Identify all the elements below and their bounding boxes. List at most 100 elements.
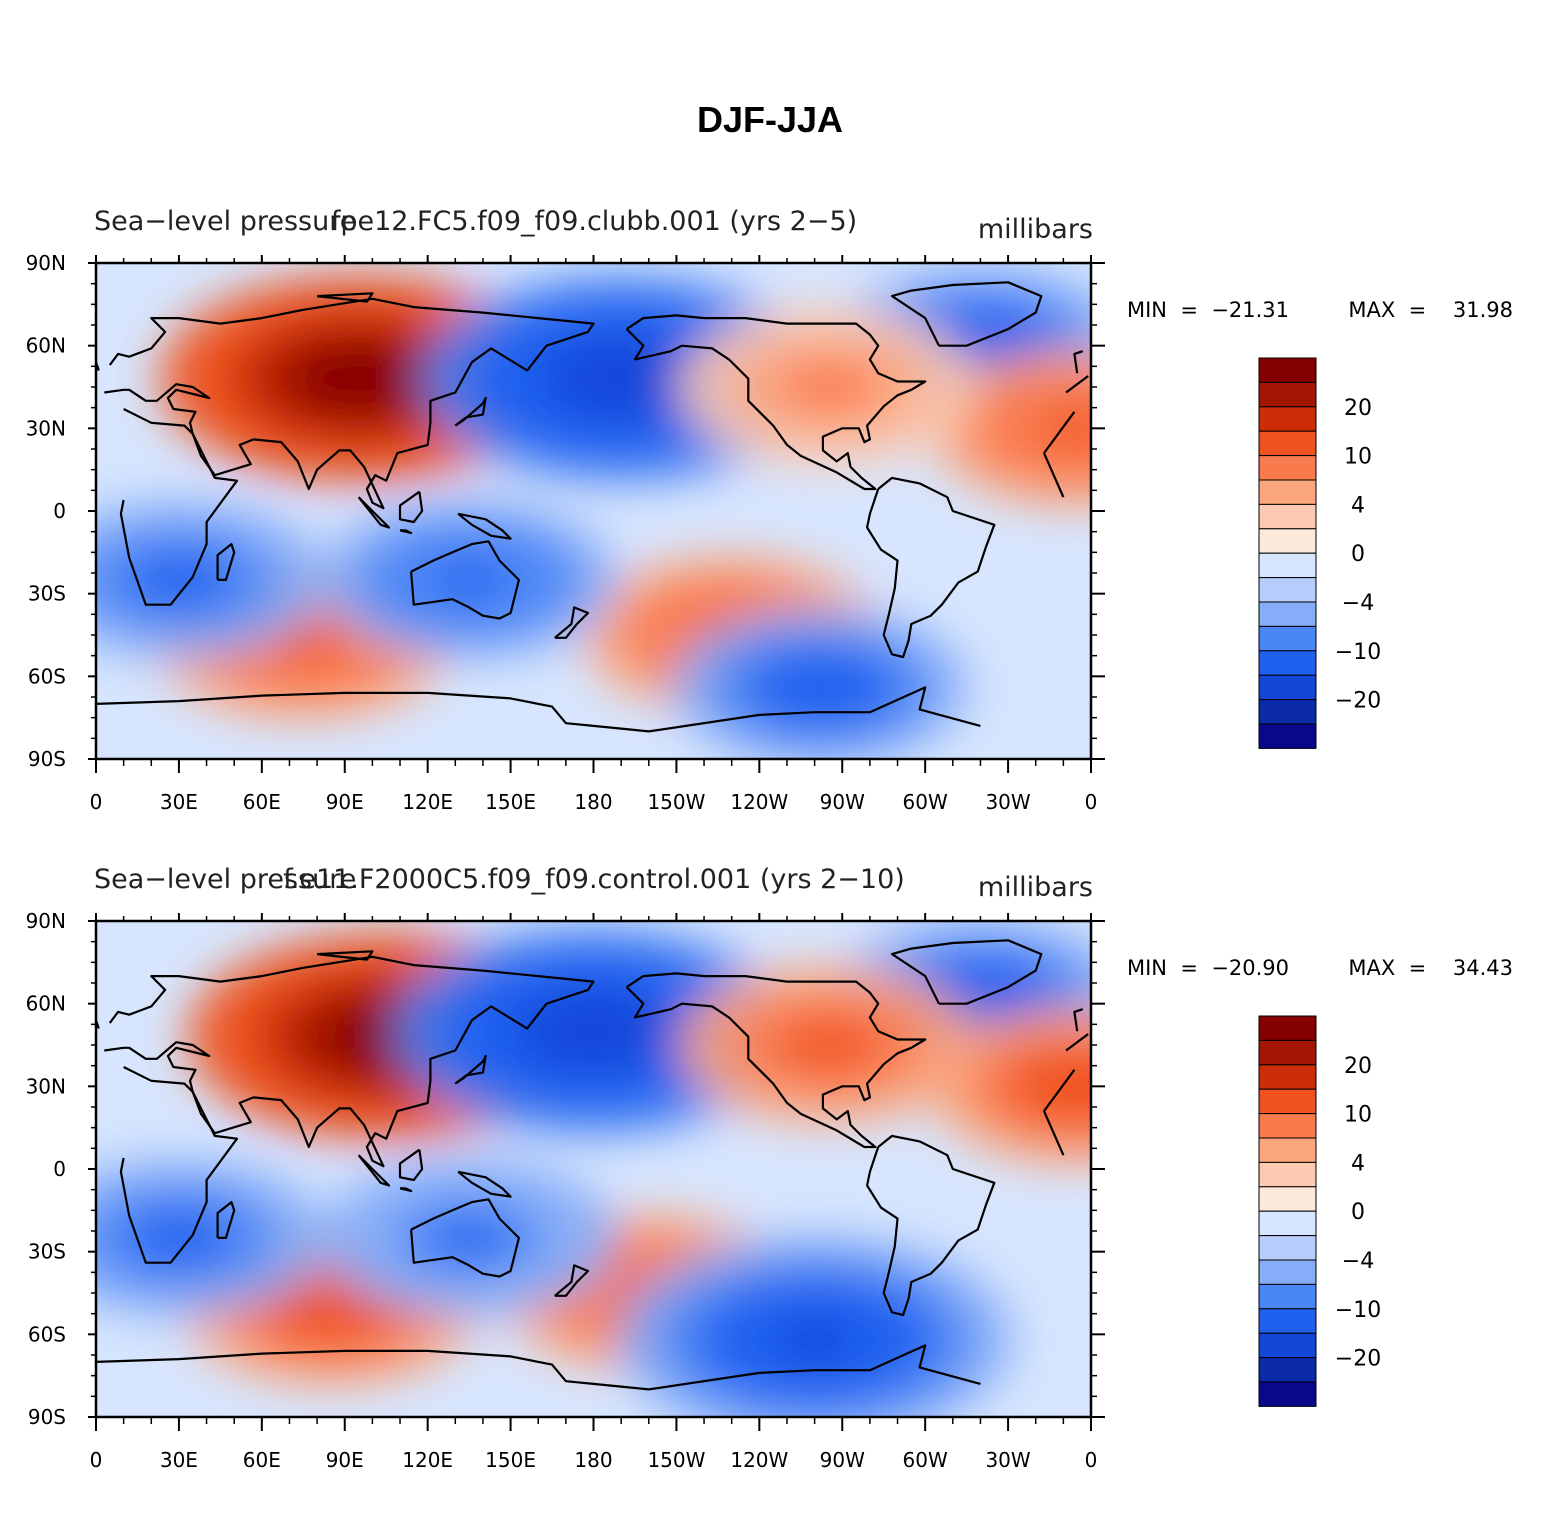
- lon-tick-label: 120W: [730, 1448, 788, 1472]
- coastline-15: [316, 292, 374, 303]
- colorbar-box: [1258, 577, 1317, 603]
- coastline-4: [866, 1134, 996, 1317]
- map-field: [96, 263, 1091, 759]
- colorbar-box: [1258, 1332, 1317, 1359]
- coastline-10: [398, 1148, 424, 1182]
- lat-tick-label: 90S: [28, 747, 66, 771]
- colorbar-box: [1258, 455, 1317, 481]
- coastline-13: [216, 543, 236, 581]
- coastline-1: [104, 297, 1089, 510]
- colorbar-box: [1258, 357, 1317, 383]
- coastline-12: [554, 1264, 590, 1297]
- lat-tick-label: 90N: [26, 909, 66, 933]
- lon-tick-label: 0: [1085, 790, 1098, 814]
- panel-title-left: Sea−level pressure: [94, 864, 356, 895]
- lon-tick-label: 60W: [903, 1448, 948, 1472]
- colorbar: 20 10 4 0 −4 −10 −20: [1258, 357, 1381, 749]
- lon-tick-label: 60E: [243, 790, 281, 814]
- colorbar-label: 10: [1344, 445, 1372, 470]
- units-label: millibars: [978, 214, 1093, 245]
- colorbar-box: [1258, 1113, 1317, 1139]
- anomaly-north-america: [778, 360, 879, 414]
- lat-tick-label: 30N: [26, 1074, 66, 1098]
- colorbar-box: [1258, 1161, 1317, 1188]
- coastline-1: [104, 955, 1089, 1168]
- colorbar-label: 4: [1351, 493, 1365, 518]
- colorbar-label: −10: [1335, 1298, 1381, 1323]
- coastline-3: [625, 972, 927, 1149]
- lon-tick-label: 120W: [730, 790, 788, 814]
- lon-tick-label: 0: [90, 1448, 103, 1472]
- colorbar-box: [1258, 723, 1317, 749]
- lat-tick-label: 30N: [26, 416, 66, 440]
- panel-title-left: Sea−level pressure: [94, 206, 356, 237]
- coastline-5: [890, 939, 1043, 1005]
- lat-tick-label: 0: [53, 499, 66, 523]
- units-label: millibars: [978, 872, 1093, 903]
- colorbar-label: 0: [1351, 542, 1365, 567]
- map-field: [96, 921, 1091, 1417]
- lon-tick-label: 150W: [647, 1448, 705, 1472]
- coastline-5: [890, 281, 1043, 347]
- lon-tick-label: 30W: [985, 790, 1030, 814]
- colorbar-box: [1258, 1381, 1317, 1407]
- lat-tick-label: 90S: [28, 1405, 66, 1429]
- max-stat: MAX = 34.43: [1348, 956, 1513, 980]
- panel-title-center: fpe12.FC5.f09_f09.clubb.001 (yrs 2−5): [331, 206, 857, 237]
- anomaly-azores-anomaly: [1039, 408, 1091, 449]
- colorbar-label: 20: [1344, 396, 1372, 421]
- colorbar-label: −4: [1342, 591, 1374, 616]
- coastline-9: [399, 1187, 413, 1193]
- colorbar-label: −10: [1335, 640, 1381, 665]
- colorbar-box: [1258, 1357, 1317, 1383]
- colorbar: 20 10 4 0 −4 −10 −20: [1258, 1015, 1381, 1407]
- lon-tick-label: 90W: [820, 790, 865, 814]
- anomaly-australia: [431, 559, 507, 600]
- coastline-7: [454, 1054, 487, 1085]
- lat-tick-label: 60N: [26, 334, 66, 358]
- colorbar-label: −20: [1335, 1347, 1381, 1372]
- colorbar-box: [1258, 1235, 1317, 1261]
- lat-tick-label: 30S: [28, 582, 66, 606]
- lon-tick-label: 150W: [647, 790, 705, 814]
- lon-tick-label: 60W: [903, 790, 948, 814]
- colorbar-box: [1258, 1064, 1317, 1090]
- coastline-11: [457, 1170, 512, 1198]
- colorbar-box: [1258, 406, 1317, 432]
- coastline-9: [399, 529, 413, 535]
- lat-tick-label: 60S: [28, 1322, 66, 1346]
- coastline-7: [454, 396, 487, 427]
- colorbar-box: [1258, 1210, 1317, 1237]
- panel-title-center: f.e11.F2000C5.f09_f09.control.001 (yrs 2…: [283, 864, 905, 895]
- lon-tick-label: 90E: [326, 790, 364, 814]
- colorbar-box: [1258, 1283, 1317, 1310]
- coastline-0: [119, 1066, 1076, 1264]
- coastline-15: [316, 950, 374, 961]
- coastline-8: [357, 1154, 391, 1187]
- colorbar-box: [1258, 650, 1317, 676]
- anomaly-south-africa: [128, 553, 229, 607]
- lon-tick-label: 0: [1085, 1448, 1098, 1472]
- coastline-11: [457, 512, 512, 540]
- colorbar-box: [1258, 528, 1317, 554]
- coastline-13: [216, 1201, 236, 1239]
- colorbar-box: [1258, 479, 1317, 505]
- lon-tick-label: 30E: [160, 790, 198, 814]
- coastline-2: [410, 540, 520, 620]
- lon-tick-label: 150E: [485, 1448, 536, 1472]
- colorbar-box: [1258, 503, 1317, 530]
- anomaly-blobs: [96, 921, 1091, 1417]
- anomaly-blobs: [96, 265, 1091, 759]
- colorbar-box: [1258, 1137, 1317, 1163]
- colorbar-label: 0: [1351, 1200, 1365, 1225]
- anomaly-australia: [431, 1217, 507, 1258]
- colorbar-box: [1258, 699, 1317, 725]
- coastlines: [96, 939, 1089, 1391]
- axis-ticks: 90N 60N 30N 0 30S 60S 90S 0 30E 60E 90E 120E 150E 180…: [26, 251, 1105, 814]
- lat-tick-label: 60S: [28, 664, 66, 688]
- panel-bottom: Sea−level pressure f.e11.F2000C5.f09_f09…: [26, 864, 1513, 1472]
- lon-tick-label: 90W: [820, 1448, 865, 1472]
- figure-title: DJF-JJA: [697, 99, 843, 140]
- panel-top: Sea−level pressure fpe12.FC5.f09_f09.clu…: [26, 206, 1513, 814]
